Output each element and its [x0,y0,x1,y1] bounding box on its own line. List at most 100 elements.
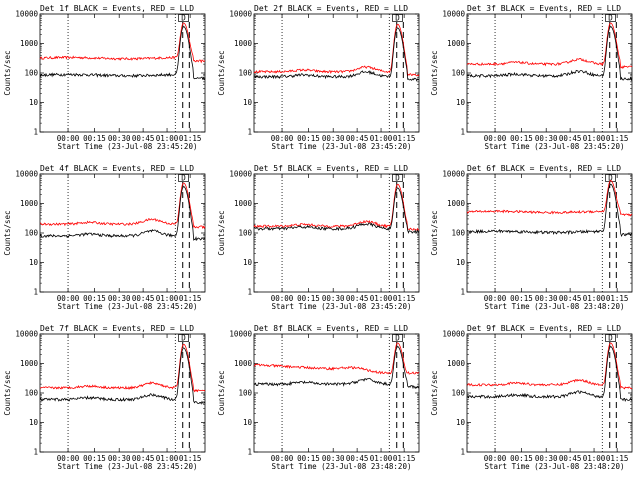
y-tick-label: 100 [24,389,38,398]
x-tick-label: 00:15 [510,454,533,463]
y-tick-label: 10000 [229,10,252,19]
x-tick-label: 00:00 [57,294,80,303]
x-tick-label: 01:15 [606,294,629,303]
y-tick-label: 100 [451,389,465,398]
x-tick-label: 00:30 [108,134,131,143]
annotation-label: D [608,174,613,183]
annotation-label: D [608,14,613,23]
x-tick-label: 00:45 [346,294,369,303]
annotation-label: D [181,174,186,183]
x-tick-label: 00:15 [83,454,106,463]
y-tick-label: 1 [33,128,38,137]
x-tick-label: 01:15 [606,134,629,143]
x-tick-label: 00:45 [132,454,155,463]
annotation-box [605,14,616,22]
x-tick-label: 01:15 [606,454,629,463]
y-axis-label: Counts/sec [3,50,12,95]
y-tick-label: 10000 [442,170,465,179]
y-tick-label: 10000 [15,170,38,179]
plot-frame [253,333,420,453]
x-tick-label: 00:00 [484,294,507,303]
panel-title: Det 1f BLACK = Events, RED = LLD [40,4,194,13]
x-tick-label: 00:45 [346,454,369,463]
x-tick-label: 01:15 [179,134,202,143]
y-tick-label: 1000 [447,39,466,48]
panel-6: Det 6f BLACK = Events, RED = LLD 1 10 100 10… [430,164,633,311]
plot-frame [39,13,206,133]
x-tick-label: 01:00 [156,294,179,303]
y-axis-label: Counts/sec [217,210,226,255]
x-tick-label: 00:00 [57,454,80,463]
y-tick-label: 1000 [20,199,39,208]
plot-frame [39,333,206,453]
x-tick-label: 01:15 [179,454,202,463]
y-tick-label: 10 [456,98,466,107]
series-events-black [39,186,206,242]
x-tick-label: 00:30 [322,134,345,143]
x-tick-label: 00:15 [510,134,533,143]
y-tick-label: 10 [29,98,39,107]
y-tick-label: 1 [247,128,252,137]
x-tick-label: 00:30 [108,454,131,463]
y-axis-label: Counts/sec [217,50,226,95]
y-tick-label: 1 [247,448,252,457]
annotation-box [605,334,616,342]
series-events-black [253,27,420,82]
series-lld-red [39,343,206,393]
x-tick-label: 01:00 [583,294,606,303]
y-tick-label: 1000 [20,359,39,368]
x-axis-label: Start Time (23-Jul-08 23:45:20) [58,302,198,311]
series-lld-red [39,22,206,64]
y-tick-label: 1000 [234,359,253,368]
y-tick-label: 100 [238,69,252,78]
series-events-black [466,183,633,238]
y-tick-label: 1000 [234,199,253,208]
y-axis-label: Counts/sec [430,370,439,415]
y-tick-label: 100 [451,69,465,78]
y-axis-label: Counts/sec [3,370,12,415]
x-tick-label: 01:15 [179,294,202,303]
y-axis-label: Counts/sec [3,210,12,255]
x-tick-label: 01:15 [393,294,416,303]
panel-4: Det 4f BLACK = Events, RED = LLD 1 10 100 10… [3,164,206,311]
y-tick-label: 1 [33,288,38,297]
series-lld-red [466,22,633,69]
series-lld-red [253,342,420,375]
annotation-box [178,14,189,22]
plot-frame [466,333,633,453]
x-tick-label: 00:45 [559,454,582,463]
annotation-box [178,334,189,342]
panel-5: Det 5f BLACK = Events, RED = LLD 1 10 100 10… [217,164,420,311]
y-tick-label: 10000 [229,330,252,339]
x-tick-label: 01:00 [370,134,393,143]
x-tick-label: 01:15 [393,454,416,463]
x-tick-label: 01:00 [156,134,179,143]
y-tick-label: 10 [243,98,253,107]
series-events-black [39,347,206,405]
x-tick-label: 00:00 [271,294,294,303]
y-tick-label: 1000 [20,39,39,48]
plot-frame [39,173,206,293]
x-tick-label: 00:45 [346,134,369,143]
panel-1: Det 1f BLACK = Events, RED = LLD 1 10 100 10… [3,4,206,151]
y-tick-label: 10000 [15,330,38,339]
annotation-box [392,174,403,182]
y-tick-label: 10000 [15,10,38,19]
annotation-label: D [181,14,186,23]
x-tick-label: 00:30 [322,454,345,463]
x-axis-label: Start Time (23-Jul-08 23:48:20) [485,302,625,311]
x-tick-label: 01:00 [370,294,393,303]
y-tick-label: 1000 [234,39,253,48]
series-events-black [253,346,420,390]
annotation-box [392,14,403,22]
y-tick-label: 100 [24,69,38,78]
x-tick-label: 00:00 [484,134,507,143]
x-tick-label: 00:30 [535,454,558,463]
y-axis-label: Counts/sec [217,370,226,415]
x-tick-label: 01:15 [393,134,416,143]
annotation-box [178,174,189,182]
y-tick-label: 1 [460,128,465,137]
x-tick-label: 00:00 [271,454,294,463]
x-tick-label: 00:15 [510,294,533,303]
